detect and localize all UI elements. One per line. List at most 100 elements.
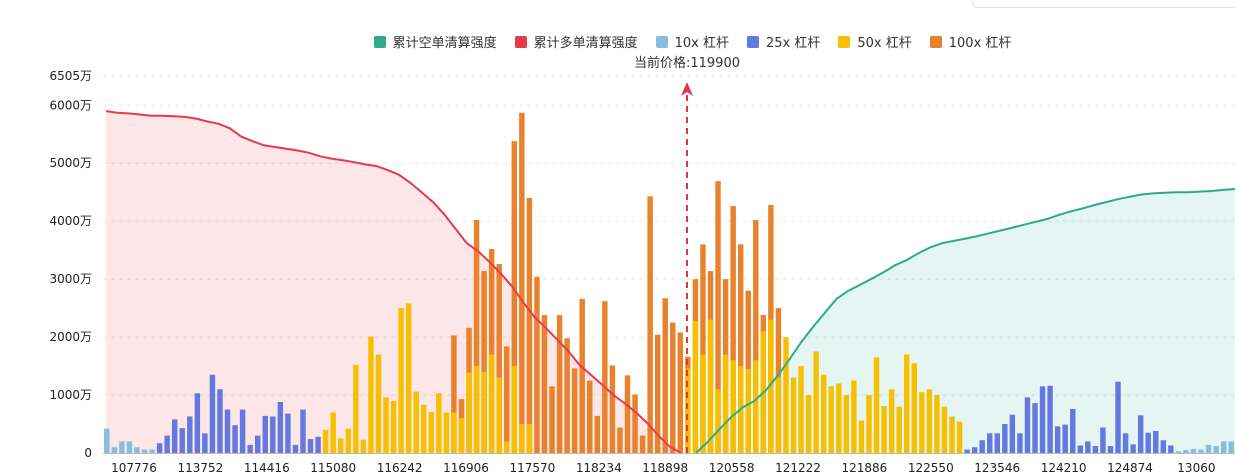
bar-25x-leverage[interactable] (156, 443, 163, 453)
bar-10x-leverage[interactable] (1198, 449, 1204, 453)
bar-10x-leverage[interactable] (134, 447, 140, 453)
bar-50x-leverage[interactable] (820, 374, 827, 453)
bar-50x-leverage[interactable] (911, 363, 917, 453)
bar-50x-leverage[interactable] (413, 391, 419, 453)
bar-50x-leverage[interactable] (866, 395, 872, 453)
bar-25x-leverage[interactable] (1024, 397, 1031, 453)
bar-50x-segment[interactable] (745, 368, 751, 453)
bar-100x-leverage[interactable] (519, 112, 525, 453)
bar-25x-leverage[interactable] (1032, 403, 1038, 453)
bar-50x-leverage[interactable] (421, 404, 427, 453)
bar-50x-segment[interactable] (730, 360, 736, 453)
bar-100x-leverage[interactable] (730, 206, 736, 453)
bar-50x-segment[interactable] (526, 424, 533, 453)
bar-100x-leverage[interactable] (662, 298, 668, 453)
bar-50x-segment[interactable] (519, 424, 525, 453)
bar-25x-leverage[interactable] (209, 374, 216, 453)
bar-10x-leverage[interactable] (1220, 441, 1227, 453)
bar-100x-leverage[interactable] (526, 197, 533, 453)
legend-item-100x[interactable]: 100x 杠杆 (929, 32, 1011, 51)
bar-25x-leverage[interactable] (307, 439, 314, 453)
bar-50x-leverage[interactable] (873, 357, 880, 453)
bar-25x-leverage[interactable] (194, 393, 201, 453)
bar-10x-leverage[interactable] (1213, 446, 1219, 453)
bar-25x-leverage[interactable] (315, 436, 321, 453)
bar-25x-leverage[interactable] (1009, 414, 1016, 453)
bar-25x-leverage[interactable] (171, 419, 178, 453)
bar-100x-leverage[interactable] (541, 315, 548, 453)
bar-50x-leverage[interactable] (888, 389, 895, 453)
bar-50x-leverage[interactable] (934, 395, 940, 453)
bar-50x-leverage[interactable] (805, 395, 812, 453)
bar-50x-leverage[interactable] (919, 392, 925, 453)
bar-50x-leverage[interactable] (436, 393, 442, 453)
bar-100x-leverage[interactable] (639, 435, 646, 453)
bar-25x-leverage[interactable] (164, 435, 170, 453)
bar-50x-leverage[interactable] (836, 383, 842, 453)
bar-100x-leverage[interactable] (624, 375, 631, 453)
bar-25x-leverage[interactable] (1107, 446, 1114, 453)
bar-50x-leverage[interactable] (956, 421, 963, 453)
bar-50x-leverage[interactable] (443, 412, 450, 453)
bar-50x-segment[interactable] (473, 366, 480, 453)
bar-50x-segment[interactable] (700, 354, 706, 453)
bar-50x-leverage[interactable] (904, 354, 910, 453)
bar-10x-leverage[interactable] (141, 449, 148, 453)
bar-25x-leverage[interactable] (179, 428, 185, 453)
bar-25x-leverage[interactable] (300, 409, 306, 453)
bar-50x-leverage[interactable] (813, 351, 819, 453)
bar-100x-leverage[interactable] (670, 322, 676, 453)
bar-100x-leverage[interactable] (587, 380, 593, 453)
bar-50x-leverage[interactable] (896, 406, 902, 453)
bar-25x-leverage[interactable] (1100, 427, 1106, 453)
bar-25x-leverage[interactable] (1122, 433, 1129, 453)
bar-50x-leverage[interactable] (881, 406, 887, 453)
bar-10x-leverage[interactable] (119, 441, 125, 453)
bar-10x-leverage[interactable] (1183, 450, 1189, 453)
bar-100x-leverage[interactable] (753, 220, 759, 453)
bar-50x-segment[interactable] (511, 366, 518, 453)
bar-50x-segment[interactable] (707, 319, 714, 453)
bar-100x-leverage[interactable] (715, 181, 721, 453)
bar-50x-leverage[interactable] (353, 364, 359, 453)
bar-25x-leverage[interactable] (239, 409, 246, 453)
bar-50x-leverage[interactable] (375, 354, 382, 453)
bar-100x-leverage[interactable] (511, 141, 518, 454)
bar-50x-leverage[interactable] (949, 416, 955, 453)
bar-50x-segment[interactable] (504, 441, 510, 453)
bar-100x-leverage[interactable] (549, 386, 555, 453)
bar-50x-leverage[interactable] (926, 389, 933, 453)
bar-10x-leverage[interactable] (1190, 448, 1197, 453)
bar-100x-leverage[interactable] (571, 368, 578, 453)
bar-25x-leverage[interactable] (1070, 408, 1076, 453)
bar-25x-leverage[interactable] (270, 416, 276, 453)
bar-25x-leverage[interactable] (987, 433, 993, 453)
bar-10x-leverage[interactable] (1175, 451, 1182, 453)
bar-50x-leverage[interactable] (405, 303, 412, 453)
bar-25x-leverage[interactable] (254, 435, 261, 453)
bar-50x-leverage[interactable] (828, 386, 834, 453)
bar-50x-segment[interactable] (685, 368, 691, 453)
bar-100x-leverage[interactable] (579, 298, 585, 453)
bar-50x-segment[interactable] (488, 354, 495, 453)
bar-50x-leverage[interactable] (383, 397, 389, 453)
bar-25x-leverage[interactable] (1002, 424, 1008, 453)
bar-25x-leverage[interactable] (1145, 432, 1151, 453)
bar-50x-segment[interactable] (722, 354, 729, 453)
bar-100x-leverage[interactable] (451, 335, 457, 453)
bar-50x-leverage[interactable] (368, 336, 374, 453)
bar-25x-leverage[interactable] (277, 401, 284, 453)
bar-25x-leverage[interactable] (994, 433, 1000, 453)
bar-50x-leverage[interactable] (858, 420, 865, 453)
bar-50x-leverage[interactable] (390, 400, 397, 453)
bar-100x-leverage[interactable] (496, 264, 502, 453)
bar-50x-leverage[interactable] (843, 395, 850, 453)
bar-25x-leverage[interactable] (224, 409, 231, 453)
bar-10x-leverage[interactable] (126, 441, 133, 453)
bar-100x-leverage[interactable] (473, 220, 480, 453)
bar-50x-leverage[interactable] (360, 439, 367, 453)
bar-50x-leverage[interactable] (941, 406, 948, 453)
bar-25x-leverage[interactable] (1092, 446, 1099, 453)
bar-50x-segment[interactable] (692, 320, 699, 453)
bar-25x-leverage[interactable] (247, 444, 253, 453)
